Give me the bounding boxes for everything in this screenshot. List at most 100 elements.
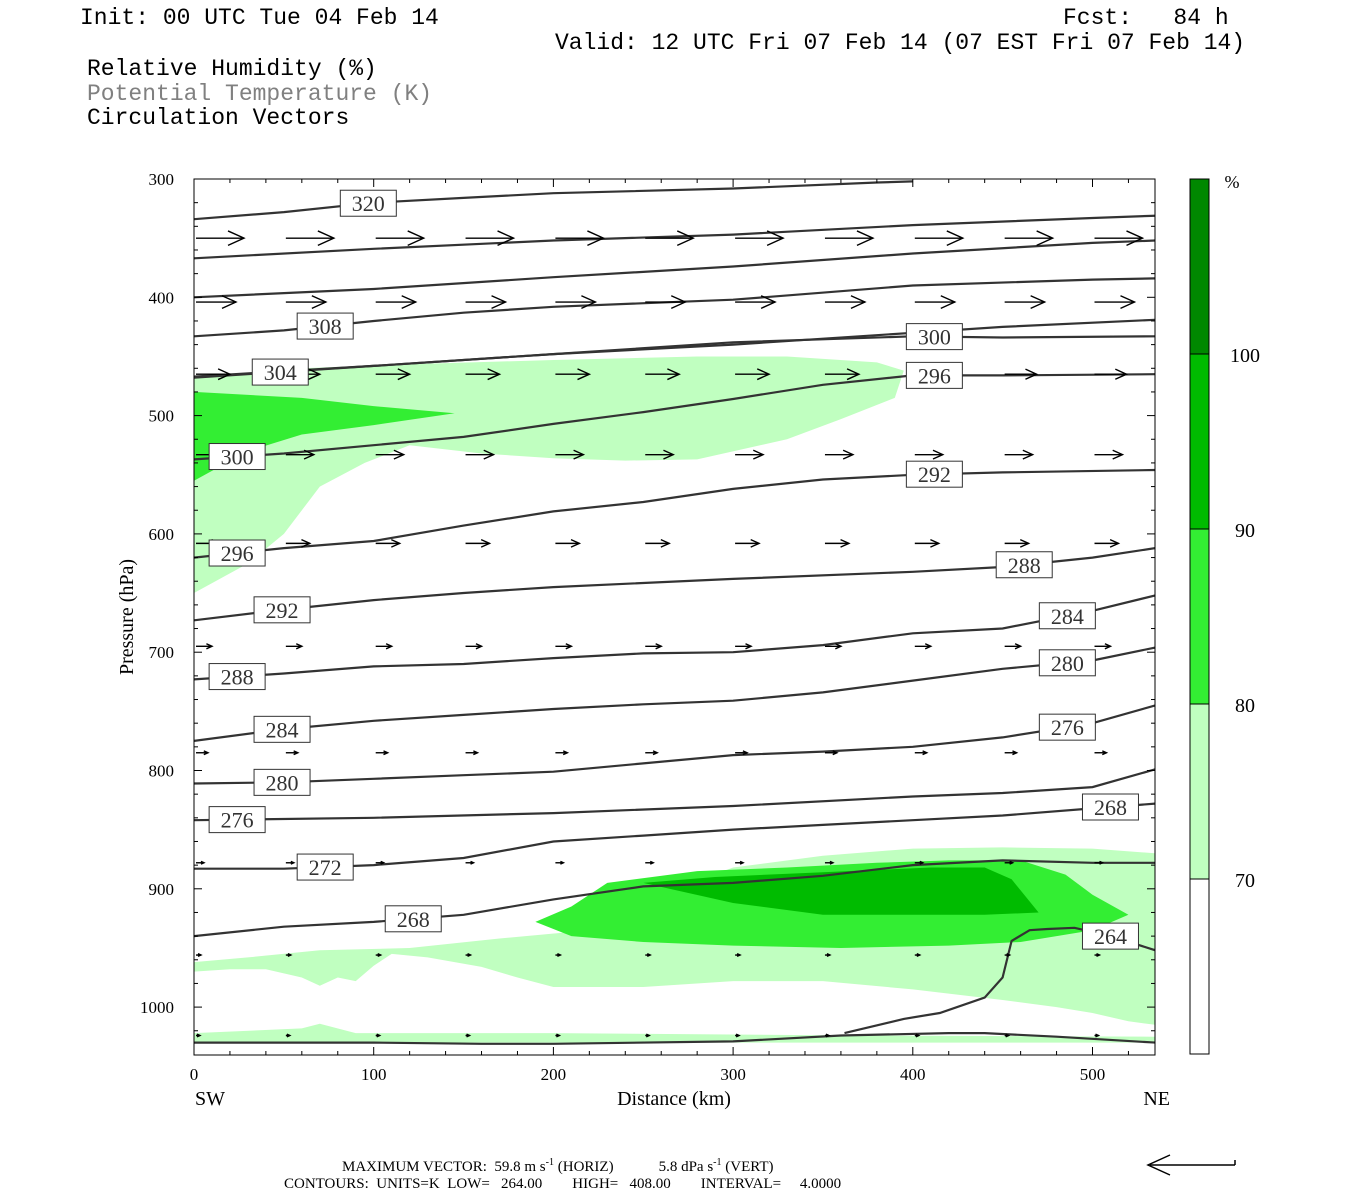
circulation-vector <box>465 750 480 756</box>
circulation-vector <box>645 643 663 650</box>
theta-contour <box>194 180 913 221</box>
circulation-vector <box>914 538 941 548</box>
contour-label-box <box>384 905 442 933</box>
y-tick-label: 700 <box>149 643 175 662</box>
colorbar-label: 100 <box>1230 345 1260 367</box>
theta-contour <box>194 594 1155 681</box>
circulation-vector <box>196 295 238 309</box>
contour-label: 268 <box>397 907 430 932</box>
x-tick-label: 500 <box>1080 1065 1106 1084</box>
y-tick-label: 600 <box>149 525 175 544</box>
contour-label: 292 <box>266 598 299 623</box>
circulation-vector <box>555 643 574 650</box>
circulation-vector <box>196 368 232 381</box>
contour-label-box <box>208 663 266 691</box>
x-tick-label: 0 <box>190 1065 199 1084</box>
circulation-vector <box>555 230 606 246</box>
rh-region <box>643 867 1039 915</box>
rh-region <box>194 391 455 481</box>
theta-contour <box>194 859 1155 938</box>
contour-label-box <box>1081 793 1139 821</box>
circulation-vector <box>196 643 214 650</box>
colorbar-segment <box>1190 354 1209 529</box>
circulation-vector <box>1094 953 1102 958</box>
circulation-vector <box>1094 538 1121 548</box>
circulation-vector <box>375 750 390 756</box>
circulation-vector <box>375 860 386 865</box>
contour-label: 304 <box>264 360 297 385</box>
circulation-vector <box>555 1033 562 1038</box>
circulation-vector <box>735 643 753 650</box>
contour-label: 268 <box>1094 795 1127 820</box>
circulation-vector <box>735 295 777 309</box>
theta-contour <box>194 1031 1155 1045</box>
colorbar-label: 90 <box>1235 520 1255 542</box>
circulation-vector <box>196 860 206 865</box>
colorbar-segment <box>1190 704 1209 879</box>
plot-frame <box>193 178 1156 1056</box>
circulation-vector <box>914 449 945 460</box>
circulation-vector <box>465 538 492 548</box>
contour-label: 272 <box>309 855 342 880</box>
forecast-hour: Fcst: 84 h <box>1063 5 1229 31</box>
circulation-vector <box>375 295 418 309</box>
circulation-vector <box>914 295 957 309</box>
circulation-vector <box>285 643 304 650</box>
contour-label-box <box>253 768 311 796</box>
circulation-vector <box>1094 449 1125 460</box>
contour-label-box <box>253 715 311 743</box>
contour-label-box <box>1081 922 1139 950</box>
max-vector-vert-tag: (VERT) <box>725 1159 774 1175</box>
contour-label: 296 <box>221 541 254 566</box>
circulation-vector <box>375 449 406 460</box>
circulation-vector <box>824 449 855 460</box>
contour-label-box <box>208 539 266 567</box>
circulation-vector <box>645 1033 651 1038</box>
circulation-vector <box>914 230 965 246</box>
circulation-vector <box>645 538 671 548</box>
circulation-vector <box>555 953 563 958</box>
circulation-vector <box>1094 230 1145 246</box>
contour-label: 280 <box>1051 651 1084 676</box>
circulation-vector <box>1094 860 1105 865</box>
contour-label-box <box>905 460 963 488</box>
circulation-vector <box>1094 295 1137 309</box>
theta-contour <box>194 802 1155 870</box>
max-vector-vert-value: 5.8 <box>658 1159 678 1175</box>
contour-label-box <box>339 189 397 217</box>
contour-label-box <box>1038 649 1096 677</box>
circulation-vector <box>196 1033 202 1038</box>
circulation-vector <box>465 1033 472 1038</box>
circulation-vector <box>1004 643 1023 650</box>
contour-label-box <box>253 596 311 624</box>
circulation-vector <box>285 538 312 548</box>
circulation-vector <box>645 230 695 246</box>
circulation-vector <box>645 860 655 865</box>
max-vector-horiz-value: 59.8 <box>494 1159 521 1175</box>
circulation-vector <box>1094 368 1129 380</box>
theta-contour <box>194 468 1155 559</box>
x-axis-label: Distance (km) <box>617 1088 731 1110</box>
ne-label: NE <box>1143 1088 1170 1110</box>
colorbar-segment <box>1190 879 1209 1054</box>
circulation-vector <box>285 295 328 309</box>
circulation-vector <box>285 750 300 756</box>
circulation-vector <box>824 538 851 548</box>
circulation-vector <box>735 538 761 548</box>
circulation-vector <box>465 643 484 650</box>
circulation-vector <box>645 953 652 958</box>
circulation-vector <box>735 860 745 865</box>
x-tick-label: 300 <box>720 1065 746 1084</box>
circulation-vector <box>555 295 598 309</box>
max-vector-horiz-exp: -1 <box>545 1157 554 1168</box>
circulation-vector <box>1004 1033 1011 1038</box>
circulation-vector <box>285 860 296 865</box>
theta-contour <box>194 646 1155 742</box>
colorbar-frame <box>1189 178 1210 1055</box>
circulation-vector <box>824 750 839 756</box>
circulation-vector <box>914 953 922 958</box>
contours-info: CONTOURS: UNITS=K LOW= 264.00 HIGH= 408.… <box>284 1176 842 1192</box>
reference-vector-icon <box>1146 1154 1236 1176</box>
contour-label: 300 <box>221 445 254 470</box>
contour-label: 288 <box>221 665 254 690</box>
